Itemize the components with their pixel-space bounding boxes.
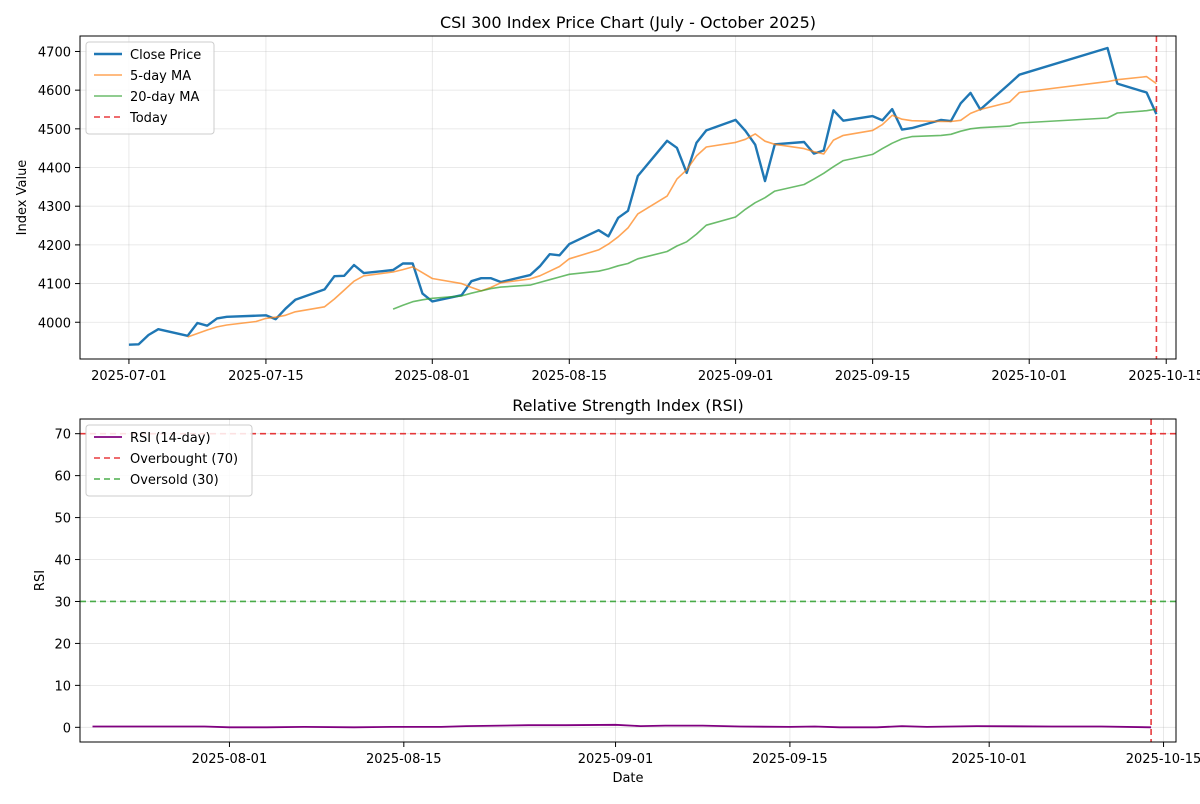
x-tick-label: 2025-07-01: [91, 369, 167, 384]
x-tick-label: 2025-08-15: [366, 752, 442, 767]
y-tick-label: 4600: [38, 84, 71, 99]
y-tick-label: 4100: [38, 278, 71, 293]
y-tick-label: 4700: [38, 45, 71, 60]
x-tick-label: 2025-10-01: [951, 752, 1027, 767]
x-tick-label: 2025-10-15: [1128, 369, 1200, 384]
legend-label-overbought-70: Overbought (70): [130, 452, 238, 467]
y-tick-label: 50: [54, 512, 71, 527]
rsi-chart-frame: [79, 418, 1177, 743]
legend-label-today: Today: [129, 111, 168, 126]
rsi-chart-xlabel: Date: [612, 771, 643, 786]
y-tick-label: 4000: [38, 316, 71, 331]
y-tick-label: 40: [54, 554, 71, 569]
x-tick-label: 2025-08-01: [395, 369, 471, 384]
rsi-chart-markers: [80, 419, 1176, 742]
x-tick-label: 2025-10-15: [1126, 752, 1200, 767]
x-tick-label: 2025-10-01: [991, 369, 1067, 384]
x-tick-label: 2025-09-15: [752, 752, 828, 767]
x-tick-label: 2025-09-15: [835, 369, 911, 384]
y-tick-label: 4200: [38, 239, 71, 254]
price-chart-ylabel: Index Value: [15, 160, 30, 236]
legend-box: [85, 41, 215, 135]
rsi-chart-legend: RSI (14-day) Overbought (70) Oversold (30): [85, 424, 253, 497]
price-chart-legend: Close Price 5-day MA 20-day MA Today: [85, 41, 215, 135]
y-tick-label: 4500: [38, 123, 71, 138]
series-line-20-day-ma: [392, 108, 1157, 310]
price-chart-grid: [80, 36, 1176, 359]
y-tick-label: 10: [54, 679, 71, 694]
legend-label-5-day-ma: 5-day MA: [130, 69, 191, 84]
y-tick-label: 30: [54, 595, 71, 610]
series-line-close-price: [128, 46, 1158, 346]
rsi-chart-title: Relative Strength Index (RSI): [512, 396, 744, 415]
y-tick-label: 20: [54, 637, 71, 652]
rsi-chart-series: [92, 723, 1152, 729]
y-tick-label: 4400: [38, 162, 71, 177]
y-tick-label: 4300: [38, 200, 71, 215]
rsi-chart-panel: Relative Strength Index (RSI) 2025-08-01…: [33, 396, 1200, 786]
y-tick-label: 70: [54, 428, 71, 443]
legend-label-20-day-ma: 20-day MA: [130, 90, 199, 105]
legend-box: [85, 424, 253, 497]
price-chart-ticks: 2025-07-01 2025-07-15 2025-08-01 2025-08-15…: [38, 45, 1200, 384]
x-tick-label: 2025-08-01: [192, 752, 268, 767]
legend-label-close-price: Close Price: [130, 48, 201, 63]
price-chart-panel: CSI 300 Index Price Chart (July - Octobe…: [15, 13, 1200, 384]
y-tick-label: 0: [63, 721, 71, 736]
price-chart-series: [128, 46, 1158, 346]
rsi-chart-ticks: 2025-08-01 2025-08-15 2025-09-01 2025-09-15…: [54, 428, 1200, 767]
price-chart-frame: [79, 35, 1177, 360]
x-tick-label: 2025-09-01: [698, 369, 774, 384]
legend-label-rsi-14-day: RSI (14-day): [130, 431, 211, 446]
series-line-rsi-14-day: [92, 723, 1152, 729]
x-tick-label: 2025-09-01: [578, 752, 654, 767]
x-tick-label: 2025-07-15: [228, 369, 304, 384]
price-chart-title: CSI 300 Index Price Chart (July - Octobe…: [440, 13, 816, 32]
y-tick-label: 60: [54, 470, 71, 485]
legend-label-oversold-30: Oversold (30): [130, 473, 219, 488]
series-line-5-day-ma: [187, 75, 1157, 338]
rsi-chart-ylabel: RSI: [33, 570, 48, 591]
x-tick-label: 2025-08-15: [532, 369, 608, 384]
